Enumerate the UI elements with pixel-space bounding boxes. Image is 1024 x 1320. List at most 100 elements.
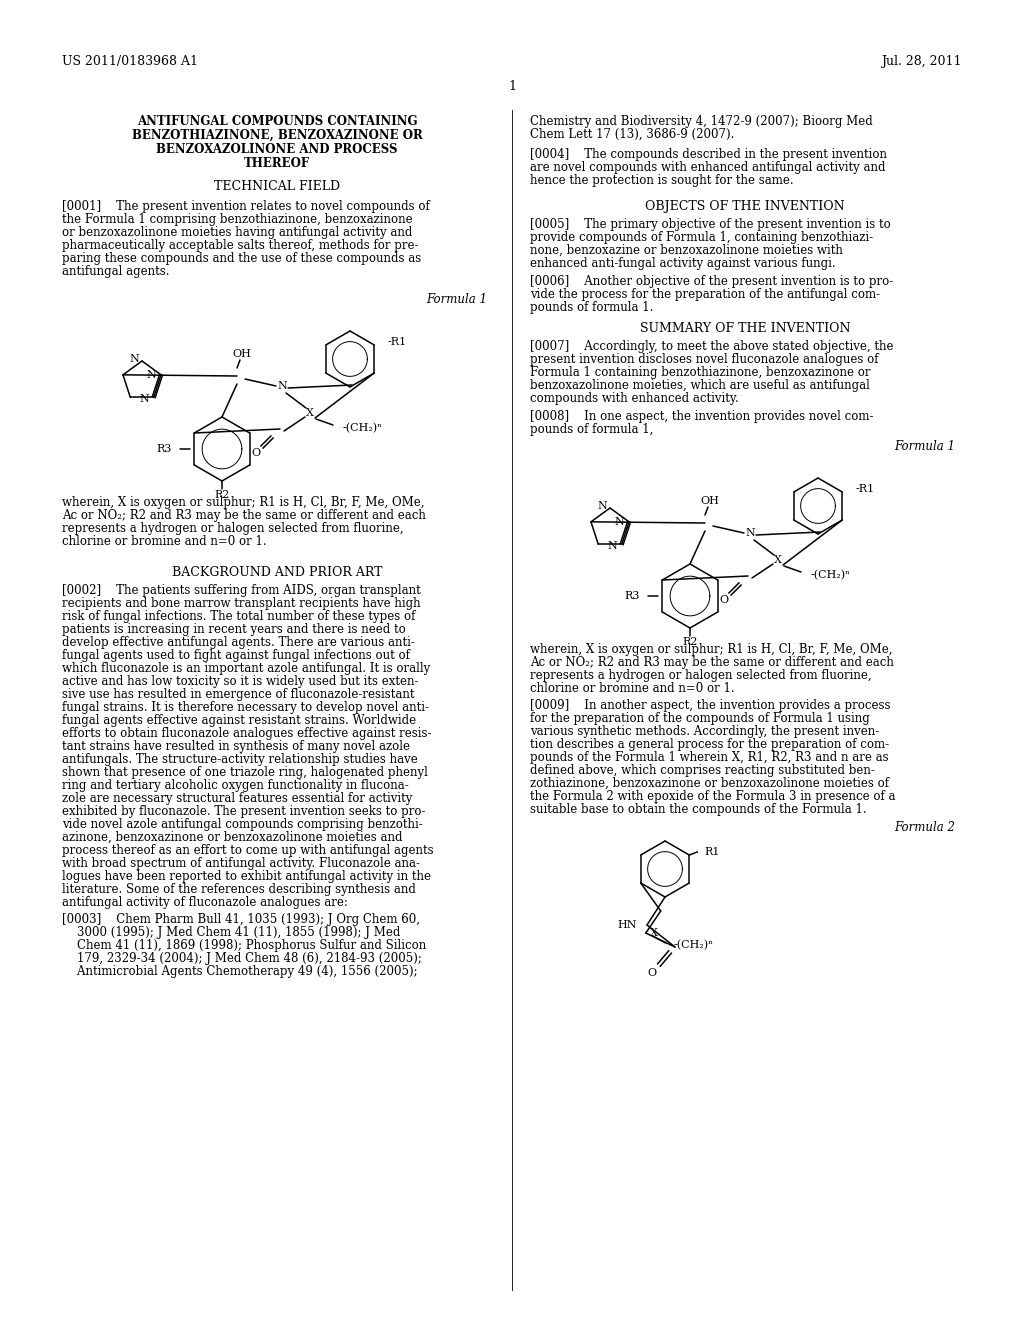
Text: SUMMARY OF THE INVENTION: SUMMARY OF THE INVENTION bbox=[640, 322, 850, 335]
Text: Chem Lett 17 (13), 3686-9 (2007).: Chem Lett 17 (13), 3686-9 (2007). bbox=[530, 128, 734, 141]
Text: wherein, X is oxygen or sulphur; R1 is H, Cl, Br, F, Me, OMe,: wherein, X is oxygen or sulphur; R1 is H… bbox=[62, 496, 425, 510]
Text: N: N bbox=[608, 541, 617, 552]
Text: 1: 1 bbox=[508, 81, 516, 92]
Text: R2: R2 bbox=[214, 490, 229, 500]
Text: [0006]    Another objective of the present invention is to pro-: [0006] Another objective of the present … bbox=[530, 275, 893, 288]
Text: [0003]    Chem Pharm Bull 41, 1035 (1993); J Org Chem 60,: [0003] Chem Pharm Bull 41, 1035 (1993); … bbox=[62, 913, 420, 927]
Text: HN: HN bbox=[617, 920, 637, 931]
Text: ring and tertiary alcoholic oxygen functionality in flucona-: ring and tertiary alcoholic oxygen funct… bbox=[62, 779, 409, 792]
Text: enhanced anti-fungal activity against various fungi.: enhanced anti-fungal activity against va… bbox=[530, 257, 836, 271]
Text: pounds of the Formula 1 wherein X, R1, R2, R3 and n are as: pounds of the Formula 1 wherein X, R1, R… bbox=[530, 751, 889, 764]
Text: [0005]    The primary objective of the present invention is to: [0005] The primary objective of the pres… bbox=[530, 218, 891, 231]
Text: OBJECTS OF THE INVENTION: OBJECTS OF THE INVENTION bbox=[645, 201, 845, 213]
Text: chlorine or bromine and n=0 or 1.: chlorine or bromine and n=0 or 1. bbox=[530, 682, 734, 696]
Text: THEREOF: THEREOF bbox=[244, 157, 310, 170]
Text: which fluconazole is an important azole antifungal. It is orally: which fluconazole is an important azole … bbox=[62, 663, 430, 675]
Text: hence the protection is sought for the same.: hence the protection is sought for the s… bbox=[530, 174, 794, 187]
Text: tion describes a general process for the preparation of com-: tion describes a general process for the… bbox=[530, 738, 889, 751]
Text: benzoxazolinone moieties, which are useful as antifungal: benzoxazolinone moieties, which are usef… bbox=[530, 379, 869, 392]
Text: pounds of formula 1,: pounds of formula 1, bbox=[530, 422, 653, 436]
Text: zothiazinone, benzoxazinone or benzoxazolinone moieties of: zothiazinone, benzoxazinone or benzoxazo… bbox=[530, 777, 889, 789]
Text: azinone, benzoxazinone or benzoxazolinone moieties and: azinone, benzoxazinone or benzoxazolinon… bbox=[62, 832, 402, 843]
Text: risk of fungal infections. The total number of these types of: risk of fungal infections. The total num… bbox=[62, 610, 416, 623]
Text: R3: R3 bbox=[625, 591, 640, 601]
Text: the Formula 2 with epoxide of the Formula 3 in presence of a: the Formula 2 with epoxide of the Formul… bbox=[530, 789, 896, 803]
Text: wherein, X is oxygen or sulphur; R1 is H, Cl, Br, F, Me, OMe,: wherein, X is oxygen or sulphur; R1 is H… bbox=[530, 643, 893, 656]
Text: Formula 1 containing benzothiazinone, benzoxazinone or: Formula 1 containing benzothiazinone, be… bbox=[530, 366, 870, 379]
Text: fungal agents used to fight against fungal infections out of: fungal agents used to fight against fung… bbox=[62, 649, 410, 663]
Text: vide the process for the preparation of the antifungal com-: vide the process for the preparation of … bbox=[530, 288, 880, 301]
Text: sive use has resulted in emergence of fluconazole-resistant: sive use has resulted in emergence of fl… bbox=[62, 688, 415, 701]
Text: antifungal activity of fluconazole analogues are:: antifungal activity of fluconazole analo… bbox=[62, 896, 348, 909]
Text: Formula 2: Formula 2 bbox=[894, 821, 955, 834]
Text: BENZOXAZOLINONE AND PROCESS: BENZOXAZOLINONE AND PROCESS bbox=[157, 143, 397, 156]
Text: R3: R3 bbox=[157, 444, 172, 454]
Text: Formula 1: Formula 1 bbox=[426, 293, 487, 306]
Text: Jul. 28, 2011: Jul. 28, 2011 bbox=[882, 55, 962, 69]
Text: [0001]    The present invention relates to novel compounds of: [0001] The present invention relates to … bbox=[62, 201, 430, 213]
Text: Antimicrobial Agents Chemotherapy 49 (4), 1556 (2005);: Antimicrobial Agents Chemotherapy 49 (4)… bbox=[62, 965, 418, 978]
Text: represents a hydrogen or halogen selected from fluorine,: represents a hydrogen or halogen selecte… bbox=[530, 669, 871, 682]
Text: TECHNICAL FIELD: TECHNICAL FIELD bbox=[214, 180, 340, 193]
Text: provide compounds of Formula 1, containing benzothiazi-: provide compounds of Formula 1, containi… bbox=[530, 231, 873, 244]
Text: process thereof as an effort to come up with antifungal agents: process thereof as an effort to come up … bbox=[62, 843, 433, 857]
Text: or benzoxazolinone moieties having antifungal activity and: or benzoxazolinone moieties having antif… bbox=[62, 226, 413, 239]
Text: defined above, which comprises reacting substituted ben-: defined above, which comprises reacting … bbox=[530, 764, 874, 777]
Text: -R1: -R1 bbox=[387, 337, 407, 347]
Text: recipients and bone marrow transplant recipients have high: recipients and bone marrow transplant re… bbox=[62, 597, 421, 610]
Text: R1: R1 bbox=[705, 847, 720, 857]
Text: suitable base to obtain the compounds of the Formula 1.: suitable base to obtain the compounds of… bbox=[530, 803, 866, 816]
Text: ANTIFUNGAL COMPOUNDS CONTAINING: ANTIFUNGAL COMPOUNDS CONTAINING bbox=[137, 115, 417, 128]
Text: fungal agents effective against resistant strains. Worldwide: fungal agents effective against resistan… bbox=[62, 714, 416, 727]
Text: exhibited by fluconazole. The present invention seeks to pro-: exhibited by fluconazole. The present in… bbox=[62, 805, 426, 818]
Text: antifungal agents.: antifungal agents. bbox=[62, 265, 170, 279]
Text: OH: OH bbox=[700, 496, 720, 506]
Text: [0009]    In another aspect, the invention provides a process: [0009] In another aspect, the invention … bbox=[530, 700, 891, 711]
Text: N: N bbox=[614, 517, 624, 527]
Text: are novel compounds with enhanced antifungal activity and: are novel compounds with enhanced antifu… bbox=[530, 161, 886, 174]
Text: logues have been reported to exhibit antifungal activity in the: logues have been reported to exhibit ant… bbox=[62, 870, 431, 883]
Text: various synthetic methods. Accordingly, the present inven-: various synthetic methods. Accordingly, … bbox=[530, 725, 880, 738]
Text: Formula 1: Formula 1 bbox=[894, 440, 955, 453]
Text: BENZOTHIAZINONE, BENZOXAZINONE OR: BENZOTHIAZINONE, BENZOXAZINONE OR bbox=[132, 129, 422, 143]
Text: O: O bbox=[647, 968, 656, 978]
Text: N: N bbox=[140, 395, 150, 404]
Text: vide novel azole antifungal compounds comprising benzothi-: vide novel azole antifungal compounds co… bbox=[62, 818, 423, 832]
Text: [0007]    Accordingly, to meet the above stated objective, the: [0007] Accordingly, to meet the above st… bbox=[530, 341, 894, 352]
Text: -(CH₂)ⁿ: -(CH₂)ⁿ bbox=[811, 570, 851, 581]
Text: with broad spectrum of antifungal activity. Fluconazole ana-: with broad spectrum of antifungal activi… bbox=[62, 857, 420, 870]
Text: Chemistry and Biodiversity 4, 1472-9 (2007); Bioorg Med: Chemistry and Biodiversity 4, 1472-9 (20… bbox=[530, 115, 872, 128]
Text: pharmaceutically acceptable salts thereof, methods for pre-: pharmaceutically acceptable salts thereo… bbox=[62, 239, 419, 252]
Text: compounds with enhanced activity.: compounds with enhanced activity. bbox=[530, 392, 738, 405]
Text: fungal strains. It is therefore necessary to develop novel anti-: fungal strains. It is therefore necessar… bbox=[62, 701, 429, 714]
Text: develop effective antifungal agents. There are various anti-: develop effective antifungal agents. The… bbox=[62, 636, 415, 649]
Text: -(CH₂)ⁿ: -(CH₂)ⁿ bbox=[343, 422, 383, 433]
Text: antifungals. The structure-activity relationship studies have: antifungals. The structure-activity rela… bbox=[62, 752, 418, 766]
Text: literature. Some of the references describing synthesis and: literature. Some of the references descr… bbox=[62, 883, 416, 896]
Text: -R1: -R1 bbox=[855, 484, 874, 494]
Text: O: O bbox=[720, 595, 728, 605]
Text: -(CH₂)ⁿ: -(CH₂)ⁿ bbox=[674, 940, 714, 950]
Text: X: X bbox=[306, 408, 314, 418]
Text: Chem 41 (11), 1869 (1998); Phosphorus Sulfur and Silicon: Chem 41 (11), 1869 (1998); Phosphorus Su… bbox=[62, 939, 426, 952]
Text: zole are necessary structural features essential for activity: zole are necessary structural features e… bbox=[62, 792, 413, 805]
Text: chlorine or bromine and n=0 or 1.: chlorine or bromine and n=0 or 1. bbox=[62, 535, 266, 548]
Text: R2: R2 bbox=[682, 638, 697, 647]
Text: OH: OH bbox=[232, 348, 252, 359]
Text: none, benzoxazine or benzoxazolinone moieties with: none, benzoxazine or benzoxazolinone moi… bbox=[530, 244, 843, 257]
Text: represents a hydrogen or halogen selected from fluorine,: represents a hydrogen or halogen selecte… bbox=[62, 521, 403, 535]
Text: Ac or NO₂; R2 and R3 may be the same or different and each: Ac or NO₂; R2 and R3 may be the same or … bbox=[530, 656, 894, 669]
Text: N: N bbox=[278, 381, 287, 391]
Text: active and has low toxicity so it is widely used but its exten-: active and has low toxicity so it is wid… bbox=[62, 675, 419, 688]
Text: [0008]    In one aspect, the invention provides novel com-: [0008] In one aspect, the invention prov… bbox=[530, 411, 873, 422]
Text: 3000 (1995); J Med Chem 41 (11), 1855 (1998); J Med: 3000 (1995); J Med Chem 41 (11), 1855 (1… bbox=[62, 927, 400, 939]
Text: N: N bbox=[146, 370, 156, 380]
Text: the Formula 1 comprising benzothiazinone, benzoxazinone: the Formula 1 comprising benzothiazinone… bbox=[62, 213, 413, 226]
Text: Ac or NO₂; R2 and R3 may be the same or different and each: Ac or NO₂; R2 and R3 may be the same or … bbox=[62, 510, 426, 521]
Text: N: N bbox=[597, 502, 607, 511]
Text: for the preparation of the compounds of Formula 1 using: for the preparation of the compounds of … bbox=[530, 711, 869, 725]
Text: paring these compounds and the use of these compounds as: paring these compounds and the use of th… bbox=[62, 252, 421, 265]
Text: BACKGROUND AND PRIOR ART: BACKGROUND AND PRIOR ART bbox=[172, 566, 382, 579]
Text: N: N bbox=[745, 528, 755, 539]
Text: [0004]    The compounds described in the present invention: [0004] The compounds described in the pr… bbox=[530, 148, 887, 161]
